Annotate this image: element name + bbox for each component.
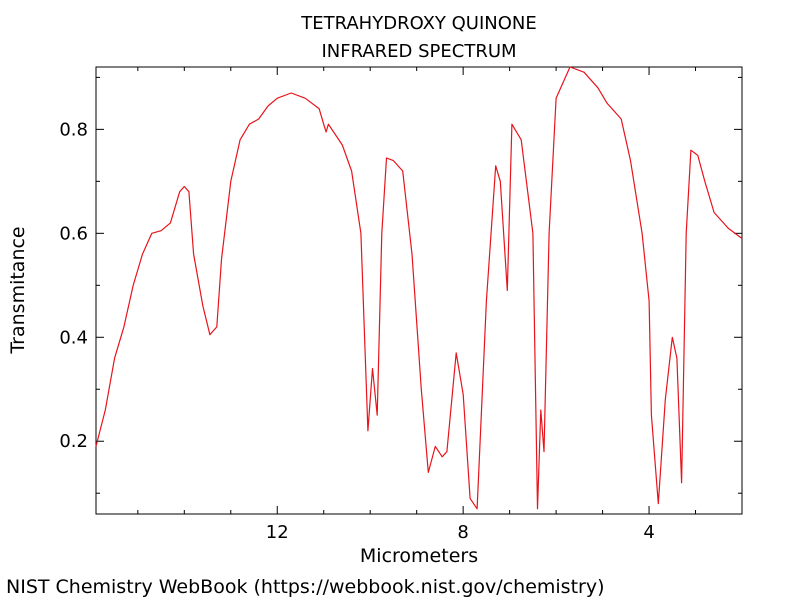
- x-tick-label: 4: [643, 522, 654, 543]
- y-tick-label: 0.2: [59, 431, 88, 452]
- x-tick-label: 8: [457, 522, 468, 543]
- y-tick-label: 0.6: [59, 223, 88, 244]
- plot-area-frame: [95, 66, 743, 515]
- axis-tick-labels: 12 8 4 0.2 0.4 0.6 0.8: [59, 119, 654, 543]
- chart-title: TETRAHYDROXY QUINONE: [300, 13, 537, 34]
- x-tick-label: 12: [266, 522, 289, 543]
- x-axis-label: Micrometers: [360, 545, 478, 567]
- y-tick-label: 0.4: [59, 327, 88, 348]
- axis-ticks: [96, 67, 742, 514]
- source-footer: NIST Chemistry WebBook (https://webbook.…: [6, 576, 605, 598]
- chart-subtitle: INFRARED SPECTRUM: [321, 41, 516, 62]
- y-tick-label: 0.8: [59, 119, 88, 140]
- y-axis-label: Transmitance: [7, 226, 29, 354]
- spectrum-line: [95, 66, 743, 510]
